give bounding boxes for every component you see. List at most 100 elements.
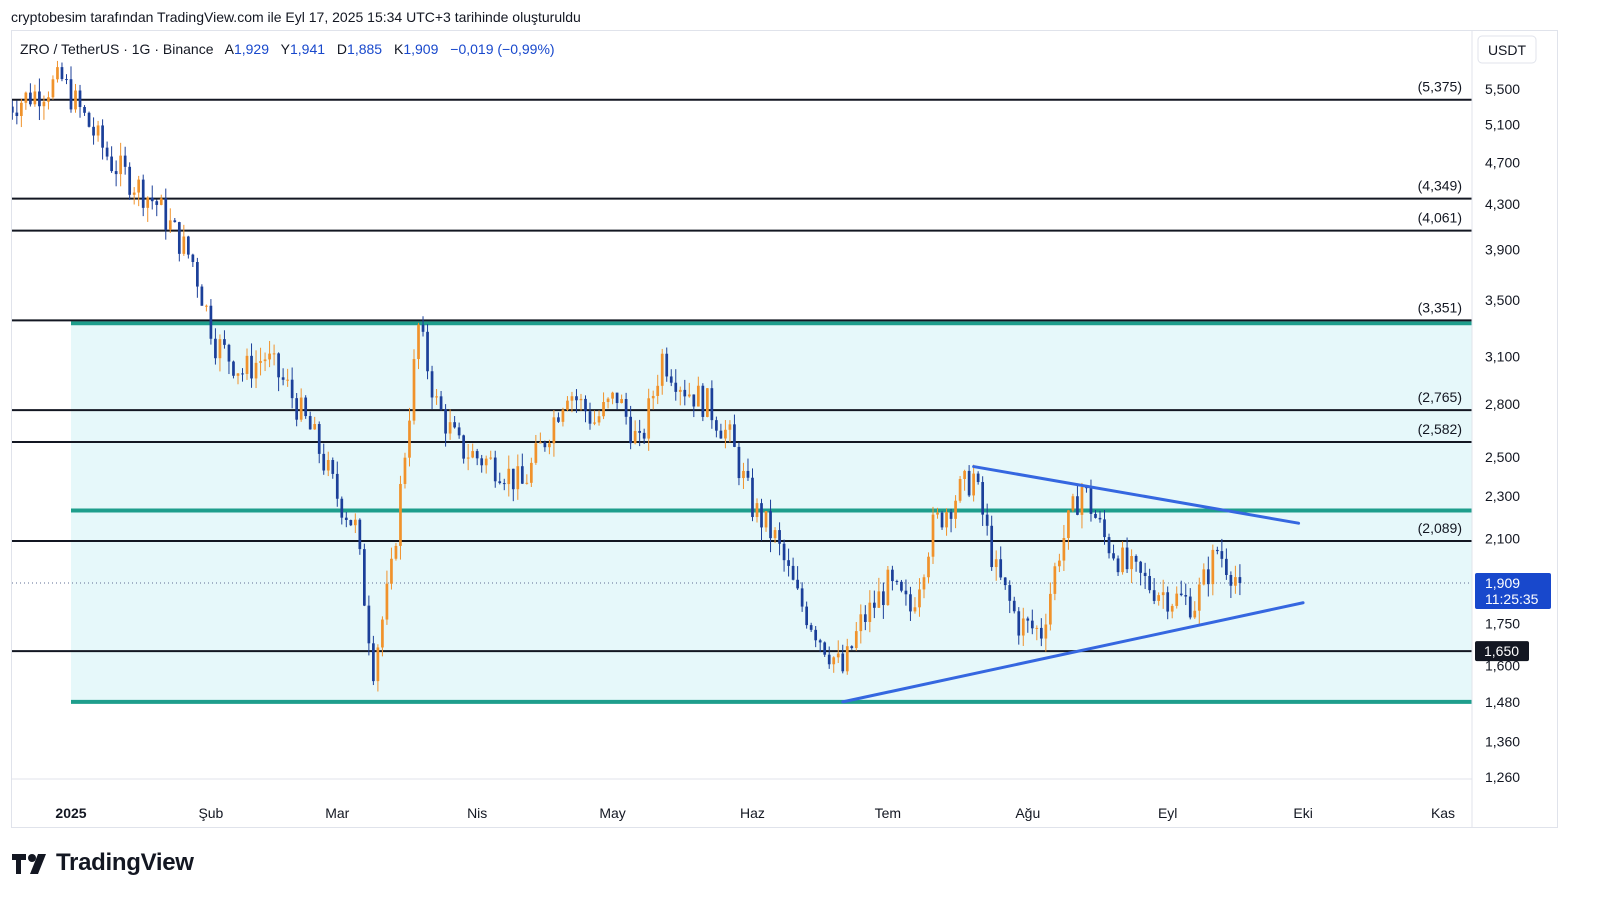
candle-body bbox=[678, 389, 682, 392]
candle-body bbox=[340, 498, 344, 518]
candle bbox=[24, 91, 28, 110]
candle-body bbox=[1134, 556, 1138, 562]
candle-body bbox=[507, 468, 511, 485]
candle-body bbox=[832, 657, 836, 665]
candle-body bbox=[1008, 585, 1012, 601]
candle bbox=[539, 432, 542, 444]
candle-body bbox=[408, 420, 411, 458]
candle-body bbox=[372, 643, 375, 682]
candle-body bbox=[6, 106, 9, 107]
time-axis[interactable]: 2025 Şub Mar Nis May Haz Tem Ağu Eyl Eki Kas bbox=[12, 778, 1472, 821]
candle-body bbox=[638, 430, 642, 433]
candle-body bbox=[746, 470, 750, 478]
price-tick-label: 3,500 bbox=[1485, 292, 1520, 308]
candle bbox=[854, 622, 858, 651]
candle-body bbox=[227, 344, 231, 362]
tradingview-logo[interactable]: TradingView bbox=[12, 849, 194, 877]
candle-body bbox=[484, 458, 488, 466]
candle bbox=[466, 444, 470, 471]
candle-body bbox=[1220, 551, 1224, 559]
candle bbox=[182, 224, 186, 256]
candle bbox=[277, 352, 280, 392]
candle bbox=[484, 455, 488, 474]
candle-body bbox=[656, 385, 660, 396]
candle bbox=[1193, 601, 1197, 620]
candle bbox=[936, 507, 939, 519]
candle-body bbox=[141, 179, 145, 208]
candle bbox=[728, 420, 732, 443]
candle bbox=[1116, 555, 1120, 576]
candle bbox=[286, 368, 289, 387]
candle-body bbox=[755, 503, 759, 518]
price-tick-label: 3,900 bbox=[1485, 241, 1520, 257]
candle bbox=[358, 518, 362, 555]
candle bbox=[674, 369, 678, 401]
candle-body bbox=[295, 398, 299, 420]
candle bbox=[593, 410, 596, 426]
candle bbox=[561, 407, 565, 427]
candle-body bbox=[981, 482, 985, 515]
candle bbox=[1080, 482, 1084, 529]
candle bbox=[769, 499, 772, 553]
candle-body bbox=[186, 236, 190, 255]
candle bbox=[796, 566, 799, 590]
candle-body bbox=[489, 457, 493, 459]
candle-body bbox=[29, 92, 32, 105]
candle bbox=[715, 416, 718, 438]
candle bbox=[1125, 537, 1129, 573]
candle bbox=[150, 185, 154, 210]
candle bbox=[132, 187, 136, 205]
candle bbox=[110, 146, 113, 173]
candle bbox=[791, 557, 795, 581]
candle bbox=[254, 350, 258, 389]
candle bbox=[958, 475, 962, 503]
candle bbox=[909, 586, 912, 621]
price-tick-label: 1,480 bbox=[1485, 694, 1520, 710]
price-axis[interactable]: 5,500 5,100 4,700 4,300 3,900 3,500 3,100 2,800… bbox=[1471, 31, 1551, 828]
candle bbox=[918, 578, 921, 617]
candle-body bbox=[254, 362, 258, 379]
candle-body bbox=[593, 422, 596, 424]
candle bbox=[1175, 586, 1179, 609]
candle-body bbox=[778, 530, 781, 544]
candle bbox=[214, 328, 217, 365]
candle-body bbox=[331, 460, 335, 474]
candle bbox=[954, 495, 957, 529]
candle-body bbox=[597, 416, 601, 423]
candle bbox=[502, 478, 506, 491]
candle bbox=[859, 604, 863, 644]
candle bbox=[399, 475, 402, 560]
candle bbox=[448, 409, 452, 440]
candle bbox=[205, 304, 208, 312]
svg-text:ZRO / TetherUS · 1G · Binance: ZRO / TetherUS · 1G · Binance A1,929 Y1,… bbox=[20, 41, 555, 57]
candle bbox=[6, 99, 9, 109]
candle-body bbox=[12, 106, 14, 113]
candle bbox=[850, 645, 854, 650]
candle bbox=[719, 423, 723, 439]
candle bbox=[706, 387, 709, 418]
candle bbox=[1166, 586, 1170, 620]
candle-body bbox=[633, 430, 637, 444]
candle bbox=[584, 395, 587, 423]
candle bbox=[529, 457, 533, 488]
candle-body bbox=[15, 112, 19, 116]
candle-body bbox=[602, 402, 605, 417]
price-tick-label: 2,100 bbox=[1485, 531, 1520, 547]
legend-low: 1,885 bbox=[347, 41, 382, 57]
candle-body bbox=[349, 520, 353, 526]
chart-caption: cryptobesim tarafından TradingView.com i… bbox=[11, 9, 581, 25]
candle-body bbox=[543, 442, 547, 448]
candle bbox=[1076, 485, 1079, 516]
price-tick-label: 2,800 bbox=[1485, 396, 1520, 412]
candle-body bbox=[624, 399, 628, 417]
currency-button[interactable]: USDT bbox=[1477, 35, 1537, 64]
candle-body bbox=[232, 361, 235, 376]
bar-countdown-label: 11:25:35 bbox=[1485, 591, 1539, 607]
candle bbox=[805, 601, 808, 629]
legend-close: 1,909 bbox=[403, 41, 438, 57]
price-tick-label: 1,360 bbox=[1485, 733, 1520, 749]
chart-frame bbox=[11, 30, 1558, 828]
candle bbox=[128, 162, 132, 200]
candle-body bbox=[674, 382, 678, 392]
